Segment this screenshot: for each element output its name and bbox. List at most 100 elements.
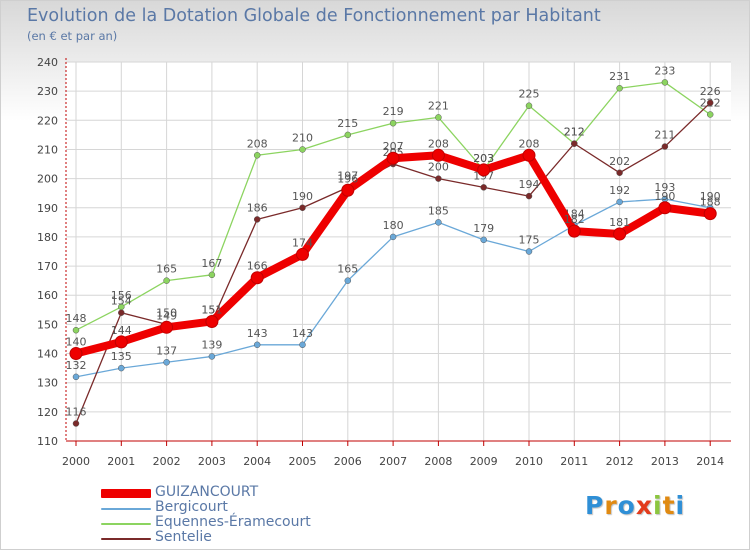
data-point xyxy=(480,184,487,191)
data-label: 186 xyxy=(247,201,268,214)
data-point xyxy=(616,84,623,92)
y-tick-label: 240 xyxy=(37,56,58,69)
data-label: 174 xyxy=(292,236,313,249)
y-tick-label: 190 xyxy=(37,202,58,215)
data-point xyxy=(344,277,352,284)
data-point xyxy=(477,163,491,177)
data-point xyxy=(431,148,445,162)
data-label: 208 xyxy=(428,137,449,150)
legend-swatch xyxy=(101,508,151,510)
data-point xyxy=(205,314,219,328)
x-tick-label: 2011 xyxy=(560,455,588,468)
data-label: 207 xyxy=(383,140,404,153)
data-label: 190 xyxy=(654,190,675,203)
legend-swatch xyxy=(101,538,151,540)
x-tick-label: 2004 xyxy=(243,455,271,468)
data-point xyxy=(118,309,125,316)
data-point xyxy=(616,169,623,177)
data-label: 203 xyxy=(473,152,494,165)
data-point xyxy=(522,148,536,162)
data-point xyxy=(72,373,80,381)
x-tick-label: 2003 xyxy=(198,455,226,468)
data-point xyxy=(208,271,216,279)
x-tick-label: 2000 xyxy=(62,455,90,468)
data-label: 190 xyxy=(700,190,721,203)
data-label: 225 xyxy=(519,88,540,101)
legend-label: Equennes-Éramecourt xyxy=(155,514,311,530)
data-label: 215 xyxy=(337,117,358,130)
data-label: 219 xyxy=(383,105,404,118)
x-tick-label: 2001 xyxy=(107,455,135,468)
logo-letter: t xyxy=(662,491,676,520)
data-point xyxy=(703,207,717,221)
data-label: 148 xyxy=(66,312,87,325)
data-label: 200 xyxy=(428,161,449,174)
y-tick-label: 220 xyxy=(37,114,58,127)
data-point xyxy=(296,247,309,261)
legend-swatch xyxy=(101,523,151,525)
data-point xyxy=(118,364,125,372)
logo-letter: x xyxy=(635,491,653,520)
x-tick-label: 2014 xyxy=(696,455,724,468)
data-label: 233 xyxy=(654,64,675,77)
data-point xyxy=(341,183,355,197)
data-point xyxy=(706,111,714,118)
data-point xyxy=(525,102,533,109)
data-label: 190 xyxy=(292,190,313,203)
line-chart: 110 120 130 140 150 160 170 180 190 200 210 220 230 2… xyxy=(37,56,731,468)
data-label: 143 xyxy=(247,327,268,340)
data-label: 150 xyxy=(156,306,177,319)
y-tick-label: 230 xyxy=(37,85,58,98)
data-point xyxy=(253,216,261,223)
data-point xyxy=(253,341,261,349)
data-point xyxy=(567,224,581,238)
data-label: 156 xyxy=(111,289,132,302)
data-point xyxy=(435,219,442,226)
data-point xyxy=(571,140,578,147)
data-label: 211 xyxy=(654,129,675,142)
data-point xyxy=(208,353,216,360)
data-label: 180 xyxy=(383,219,404,232)
logo-letter: o xyxy=(617,491,636,520)
x-tick-label: 2009 xyxy=(470,455,498,468)
data-point xyxy=(250,271,264,285)
y-tick-label: 150 xyxy=(37,318,58,331)
data-point xyxy=(114,335,128,349)
plot-area xyxy=(66,62,731,441)
data-point xyxy=(163,277,170,284)
x-tick-label: 2005 xyxy=(289,455,317,468)
data-label: 226 xyxy=(700,85,721,98)
x-tick-label: 2012 xyxy=(606,455,634,468)
data-label: 165 xyxy=(337,263,358,276)
data-label: 135 xyxy=(111,350,132,363)
data-label: 149 xyxy=(156,309,177,322)
data-label: 208 xyxy=(519,137,540,150)
legend-label: Sentelie xyxy=(155,529,212,545)
data-label: 202 xyxy=(609,155,630,168)
data-label: 181 xyxy=(609,216,630,229)
data-label: 139 xyxy=(201,338,222,351)
data-label: 175 xyxy=(519,234,540,247)
logo-letter: P xyxy=(585,491,605,520)
logo-letter: i xyxy=(653,491,663,520)
data-point xyxy=(299,146,306,153)
data-point xyxy=(386,151,400,165)
y-tick-label: 180 xyxy=(37,231,58,244)
y-tick-label: 140 xyxy=(37,348,58,361)
y-tick-label: 160 xyxy=(37,289,58,302)
data-point xyxy=(435,114,442,121)
data-label: 212 xyxy=(564,126,585,139)
data-point xyxy=(160,320,174,334)
data-point xyxy=(69,347,83,361)
data-label: 167 xyxy=(201,257,222,270)
data-label: 143 xyxy=(292,327,313,340)
data-point xyxy=(613,227,627,241)
y-tick-label: 200 xyxy=(37,173,58,186)
data-label: 137 xyxy=(156,344,177,357)
logo-letter: i xyxy=(675,491,686,520)
y-tick-label: 170 xyxy=(37,260,58,273)
data-point xyxy=(435,175,442,182)
data-label: 193 xyxy=(654,181,675,194)
x-tick-label: 2002 xyxy=(153,455,181,468)
data-label: 116 xyxy=(66,406,87,419)
